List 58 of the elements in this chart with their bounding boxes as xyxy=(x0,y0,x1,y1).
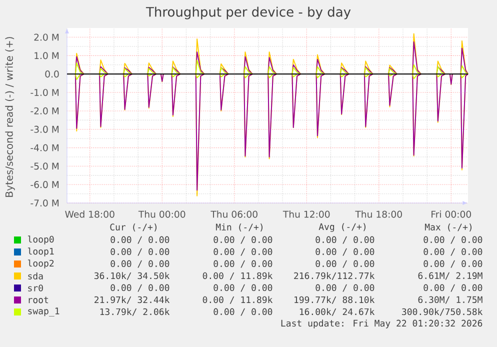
x-tick-label: Thu 00:00 xyxy=(138,210,186,218)
text: 0.00 / 0.00 xyxy=(214,284,272,292)
text: 0.00 / 11.89k xyxy=(202,296,273,304)
y-tick-label: 2.0 M xyxy=(34,34,59,41)
y-tick-label: 1.0 M xyxy=(34,52,59,60)
legend-label: sr0 xyxy=(28,284,43,292)
x-tick-label: Fri 00:00 xyxy=(432,210,471,218)
text: 0.00 / 11.89k xyxy=(202,272,273,280)
text: Cur (-/+) xyxy=(110,224,156,232)
legend-label: sda xyxy=(28,272,43,280)
y-tick-label: -2.0 M xyxy=(30,107,59,114)
y-tick-label: 0.0 xyxy=(45,70,59,78)
text: Max (-/+) xyxy=(424,224,472,232)
text: 6.30M/ 1.75M xyxy=(418,296,482,304)
text: 36.10k/ 34.50k xyxy=(94,272,170,280)
y-tick-label: -4.0 M xyxy=(30,144,59,152)
text: 0.00 / 0.00 xyxy=(110,284,170,292)
text: 0.00 / 0.00 xyxy=(214,308,272,316)
y-tick-label: -6.0 M xyxy=(30,181,59,188)
text: Min (-/+) xyxy=(216,223,262,232)
y-tick-label: -5.0 M xyxy=(30,162,59,170)
x-tick-label: Thu 06:00 xyxy=(210,210,258,218)
text: 0.00 / 0.00 xyxy=(110,260,170,268)
text: Avg (-/+) xyxy=(318,223,366,232)
y-tick-label: -3.0 M xyxy=(30,126,59,133)
text: 6.61M/ 2.19M xyxy=(418,272,482,280)
text: 0.00 / 0.00 xyxy=(424,248,482,256)
legend-label: loop2 xyxy=(28,260,54,268)
text: 0.00 / 0.00 xyxy=(110,236,170,244)
text: 0.00 / 0.00 xyxy=(110,248,170,256)
y-tick-label: -1.0 M xyxy=(30,88,59,96)
x-tick-label: Thu 12:00 xyxy=(282,210,330,218)
text: 0.00 / 0.00 xyxy=(316,260,374,268)
text: 300.90k/750.58k xyxy=(402,308,483,316)
text: 199.77k/ 88.10k xyxy=(294,296,375,304)
text: 0.00 / 0.00 xyxy=(424,260,482,268)
text: 0.00 / 0.00 xyxy=(214,236,272,244)
text: 0.00 / 0.00 xyxy=(424,284,482,292)
text: 0.00 / 0.00 xyxy=(316,236,374,244)
y-tick-label: -7.0 M xyxy=(30,199,59,207)
text: 216.79k/112.77k xyxy=(294,272,375,280)
x-tick-label: Thu 18:00 xyxy=(355,210,402,218)
text: 0.00 / 0.00 xyxy=(424,236,482,244)
y-axis-title: Bytes/second read (-) / write (+) xyxy=(5,37,15,197)
legend-label: swap_1 xyxy=(28,308,60,316)
text: 0.00 / 0.00 xyxy=(214,260,272,268)
text: 0.00 / 0.00 xyxy=(316,248,374,256)
text: Last update: Fri May 22 01:20:32 2026 xyxy=(281,320,482,328)
legend-label: root xyxy=(28,296,48,304)
x-tick-label: Wed 18:00 xyxy=(65,210,114,218)
text: 0.00 / 0.00 xyxy=(316,284,374,292)
text: 21.97k/ 32.44k xyxy=(94,296,170,304)
legend-label: loop0 xyxy=(28,236,54,244)
text: 0.00 / 0.00 xyxy=(214,248,272,256)
text: 16.00k/ 24.67k xyxy=(300,308,375,316)
legend-label: loop1 xyxy=(28,248,54,256)
chart-title: Throughput per device - by day xyxy=(146,6,351,20)
text: 13.79k/ 2.06k xyxy=(100,308,170,316)
